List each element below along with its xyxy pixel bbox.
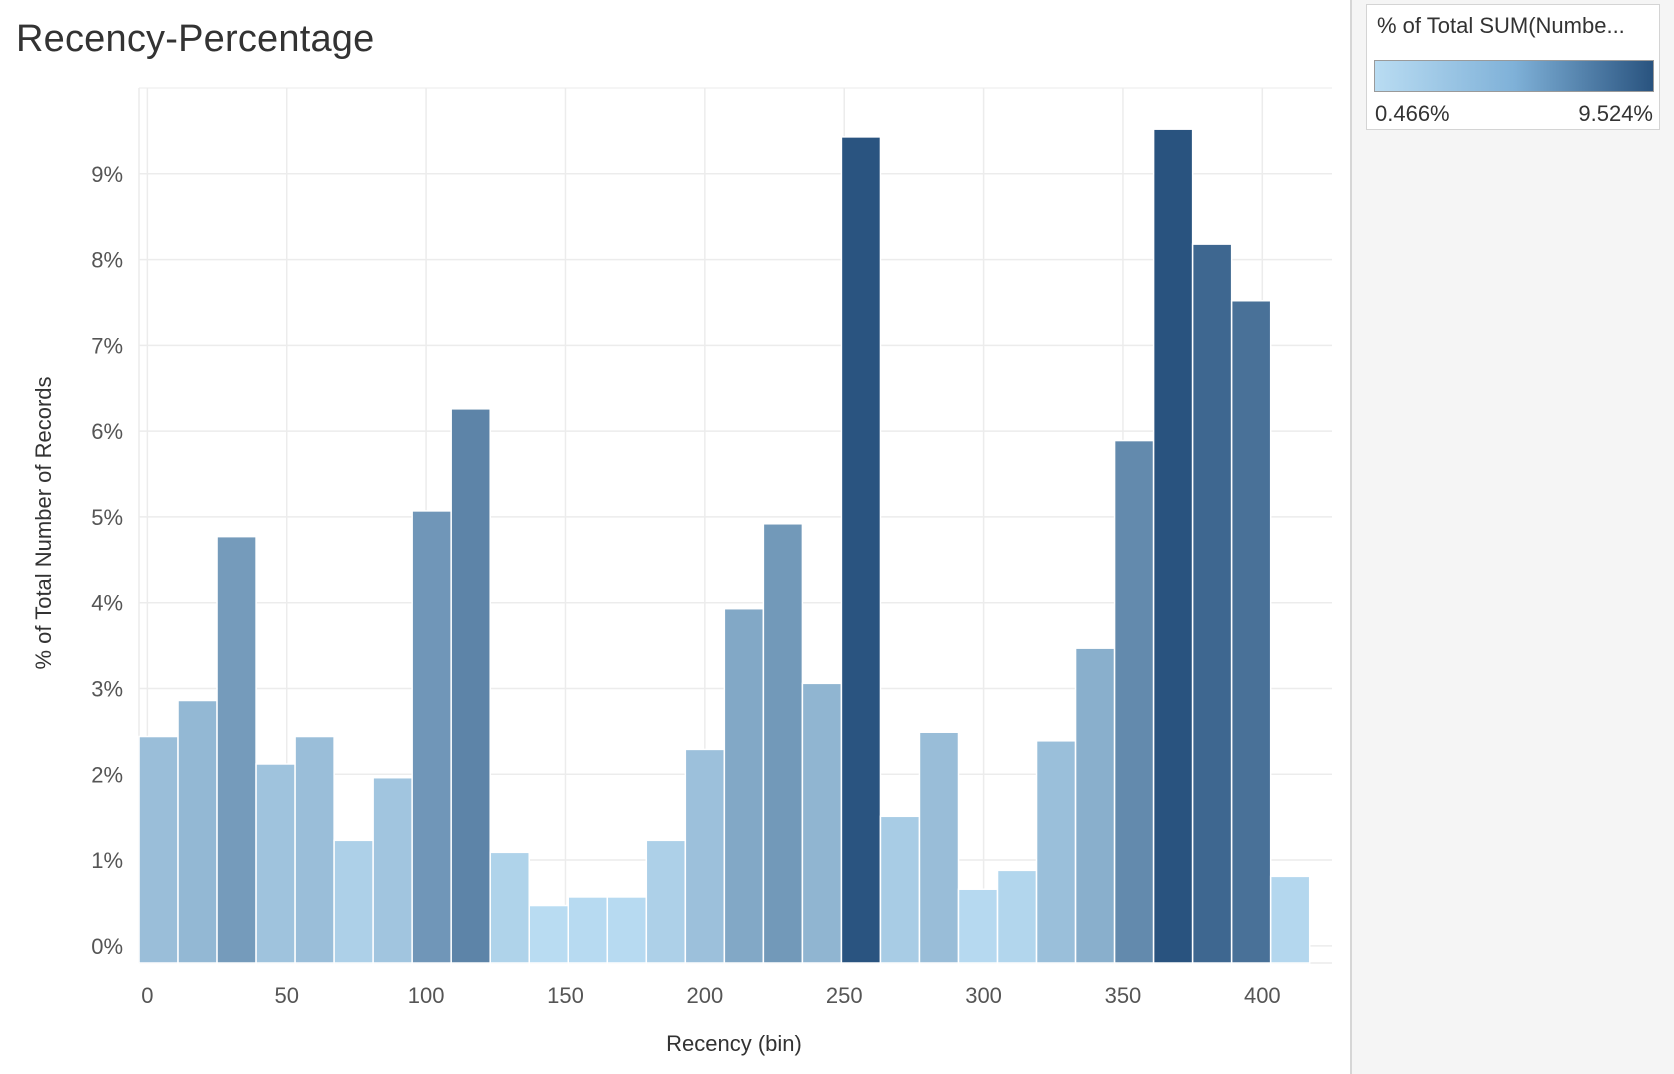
bar[interactable] — [957, 888, 999, 964]
bar[interactable] — [762, 523, 804, 964]
bar[interactable] — [333, 839, 374, 964]
x-tick-label: 150 — [547, 983, 584, 1008]
y-tick-label: 6% — [91, 419, 123, 444]
bar[interactable] — [1152, 128, 1194, 964]
bar[interactable] — [294, 735, 335, 964]
bar[interactable] — [411, 510, 452, 964]
bar[interactable] — [1191, 243, 1233, 964]
x-axis-title: Recency (bin) — [666, 1031, 802, 1056]
x-tick-label: 100 — [408, 983, 445, 1008]
legend-title: % of Total SUM(Numbe... — [1377, 13, 1625, 38]
x-tick-label: 0 — [141, 983, 153, 1008]
bar[interactable] — [177, 699, 218, 964]
bar[interactable] — [1113, 439, 1155, 964]
bar[interactable] — [255, 763, 296, 964]
bar[interactable] — [489, 851, 530, 964]
y-tick-label: 1% — [91, 848, 123, 873]
bar[interactable] — [918, 731, 960, 964]
y-tick-label: 9% — [91, 162, 123, 187]
y-tick-label: 8% — [91, 248, 123, 273]
bar[interactable] — [684, 748, 726, 964]
y-axis-ticks: 0% 1% 2% 3% 4% 5% 6% 7% 8% 9% — [91, 162, 123, 959]
x-tick-label: 300 — [965, 983, 1002, 1008]
bar[interactable] — [138, 735, 179, 964]
bar[interactable] — [645, 839, 687, 964]
bars[interactable] — [138, 128, 1311, 964]
bar-chart: 0 50 100 150 200 250 300 350 400 0% 1% 2% 3% 4% 5% 6% 7… — [31, 87, 1332, 1056]
y-axis-title: % of Total Number of Records — [31, 376, 56, 669]
bar[interactable] — [996, 869, 1038, 964]
x-tick-label: 350 — [1105, 983, 1142, 1008]
x-tick-label: 250 — [826, 983, 863, 1008]
y-tick-label: 3% — [91, 676, 123, 701]
bar[interactable] — [372, 776, 413, 964]
chart-title: Recency-Percentage — [16, 18, 375, 60]
color-legend[interactable]: % of Total SUM(Numbe... 0.466% 9.524% — [1366, 4, 1660, 130]
y-tick-label: 4% — [91, 591, 123, 616]
bar[interactable] — [1269, 875, 1311, 964]
bar[interactable] — [1230, 299, 1272, 964]
bar[interactable] — [606, 896, 648, 964]
bar[interactable] — [1035, 740, 1077, 964]
x-tick-label: 400 — [1244, 983, 1281, 1008]
bar[interactable] — [567, 896, 609, 964]
legend-min-label: 0.466% — [1375, 101, 1450, 126]
bar[interactable] — [528, 904, 570, 964]
side-panel — [1350, 0, 1674, 1074]
legend-color-ramp — [1374, 60, 1654, 92]
y-tick-label: 5% — [91, 505, 123, 530]
bar[interactable] — [840, 136, 882, 964]
bar[interactable] — [879, 815, 921, 964]
x-axis-ticks: 0 50 100 150 200 250 300 350 400 — [141, 983, 1280, 1008]
y-tick-label: 0% — [91, 934, 123, 959]
legend-max-label: 9.524% — [1578, 101, 1653, 126]
y-tick-label: 2% — [91, 762, 123, 787]
x-tick-label: 50 — [274, 983, 298, 1008]
x-tick-label: 200 — [686, 983, 723, 1008]
bar[interactable] — [723, 607, 765, 964]
bar[interactable] — [801, 682, 843, 964]
bar[interactable] — [1074, 647, 1116, 964]
bar[interactable] — [450, 408, 491, 964]
bar[interactable] — [216, 535, 257, 964]
y-tick-label: 7% — [91, 333, 123, 358]
